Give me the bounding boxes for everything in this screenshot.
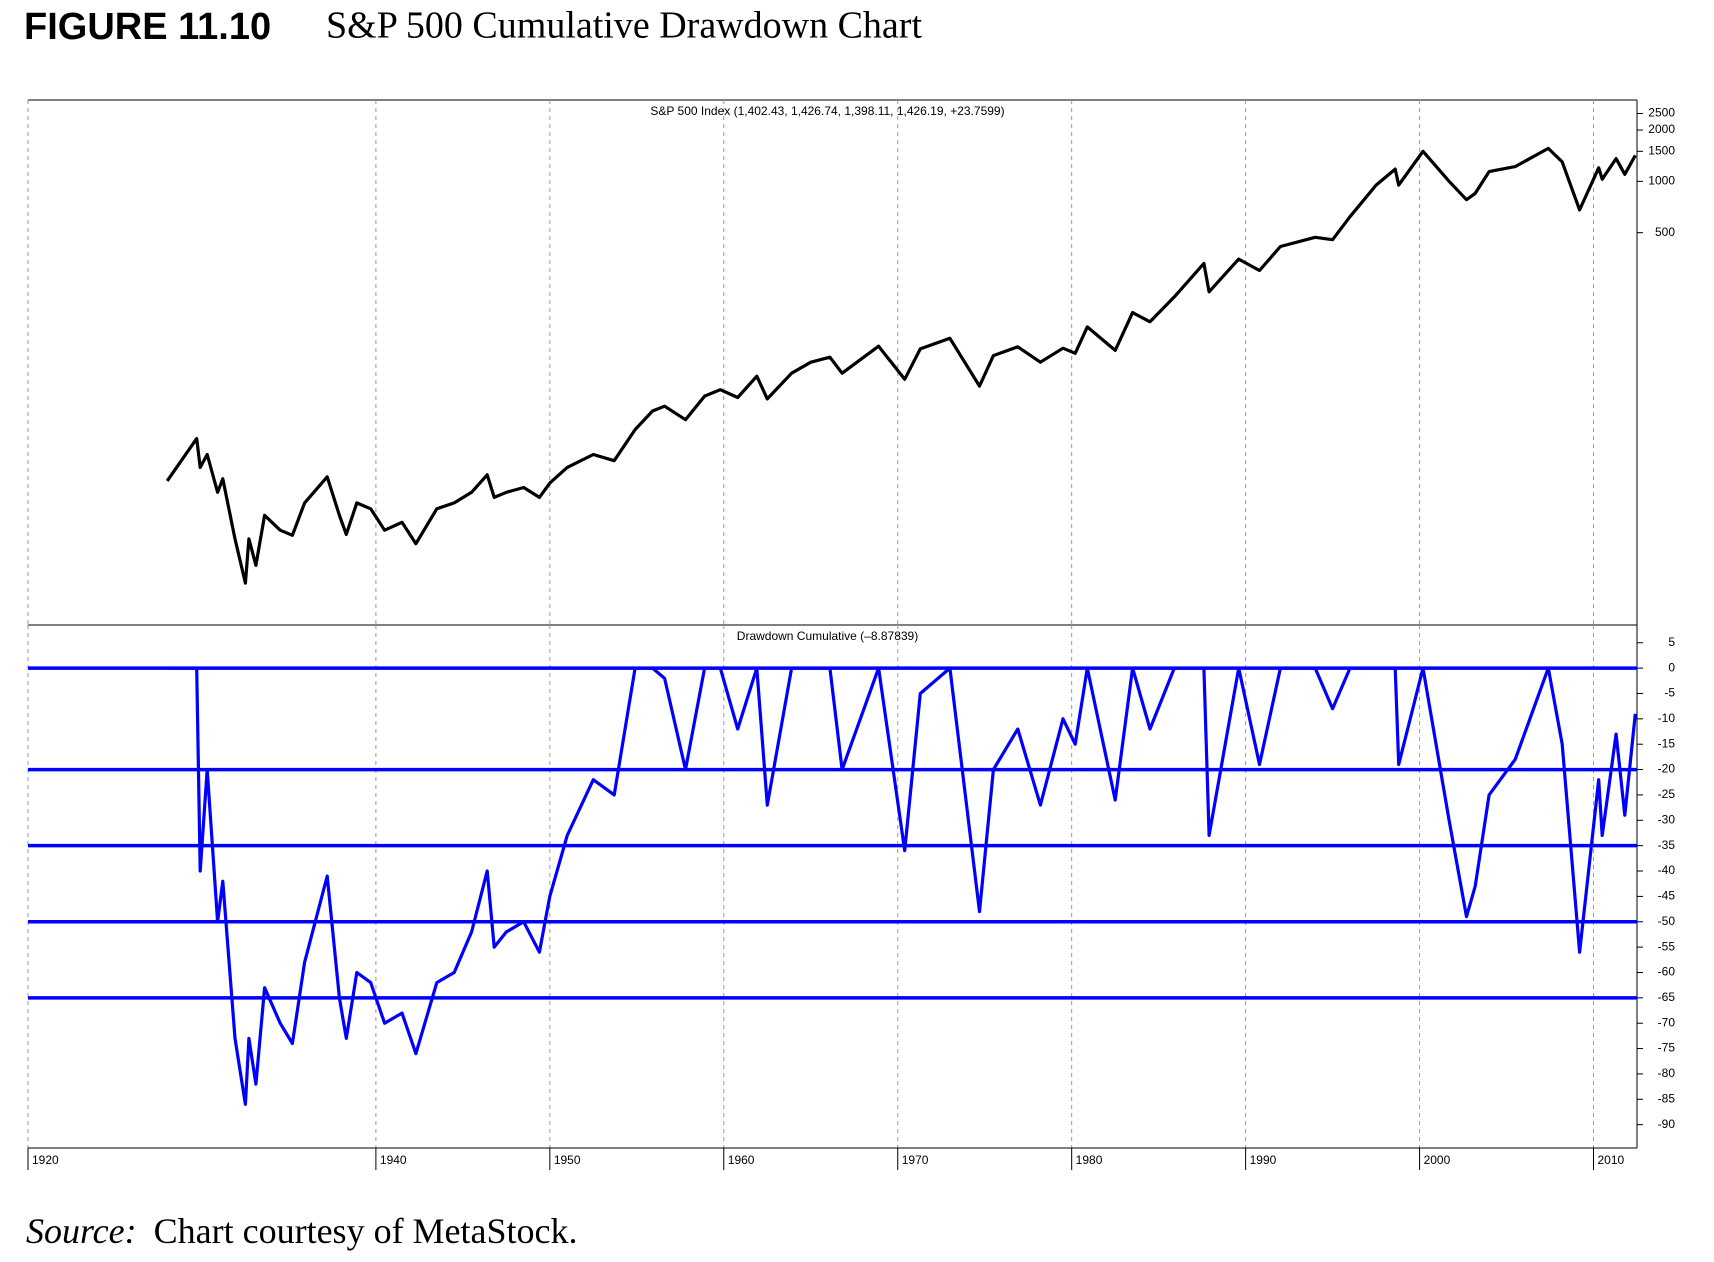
x-tick-label: 1940 xyxy=(380,1153,407,1167)
y-tick-label: -45 xyxy=(1658,889,1676,903)
y-tick-label: -35 xyxy=(1658,838,1676,852)
y-tick-label: 2000 xyxy=(1648,122,1675,136)
x-tick-label: 1920 xyxy=(32,1153,59,1167)
y-tick-label: -30 xyxy=(1658,812,1676,826)
x-tick-label: 1960 xyxy=(728,1153,755,1167)
panel-title: S&P 500 Index (1,402.43, 1,426.74, 1,398… xyxy=(650,104,1004,118)
source: Source: Chart courtesy of MetaStock. xyxy=(26,1211,578,1251)
y-tick-label: -70 xyxy=(1658,1015,1676,1029)
y-tick-label: 500 xyxy=(1655,225,1675,239)
data-line xyxy=(165,146,1637,585)
y-tick-label: -60 xyxy=(1658,965,1676,979)
figure-label: FIGURE 11.10 xyxy=(24,6,271,48)
source-label: Source: xyxy=(26,1211,137,1251)
y-tick-label: -85 xyxy=(1658,1091,1676,1105)
y-tick-label: 2500 xyxy=(1648,106,1675,120)
x-tick-label: 1950 xyxy=(554,1153,581,1167)
source-text: Chart courtesy of MetaStock. xyxy=(154,1211,578,1251)
x-tick-label: 2000 xyxy=(1424,1153,1451,1167)
y-tick-label: -55 xyxy=(1658,939,1676,953)
y-tick-label: 5 xyxy=(1668,635,1675,649)
y-tick-label: -65 xyxy=(1658,990,1676,1004)
panel-title: Drawdown Cumulative (–8.87839) xyxy=(737,629,918,643)
y-tick-label: 1500 xyxy=(1648,143,1675,157)
x-tick-label: 1970 xyxy=(902,1153,929,1167)
y-tick-label: -80 xyxy=(1658,1066,1676,1080)
y-tick-label: -15 xyxy=(1658,736,1676,750)
data-line xyxy=(167,666,1637,1106)
y-tick-label: -90 xyxy=(1658,1117,1676,1131)
y-tick-label: -50 xyxy=(1658,914,1676,928)
y-tick-label: -10 xyxy=(1658,711,1676,725)
y-tick-label: 1000 xyxy=(1648,174,1675,188)
y-tick-label: -40 xyxy=(1658,863,1676,877)
y-tick-label: -20 xyxy=(1658,762,1676,776)
y-tick-label: -75 xyxy=(1658,1041,1676,1055)
x-tick-label: 1980 xyxy=(1076,1153,1103,1167)
figure-title: S&P 500 Cumulative Drawdown Chart xyxy=(326,5,922,47)
y-tick-label: -25 xyxy=(1658,787,1676,801)
y-tick-label: 0 xyxy=(1668,660,1675,674)
x-tick-label: 2010 xyxy=(1598,1153,1625,1167)
y-tick-label: -5 xyxy=(1664,686,1675,700)
x-tick-label: 1990 xyxy=(1250,1153,1277,1167)
